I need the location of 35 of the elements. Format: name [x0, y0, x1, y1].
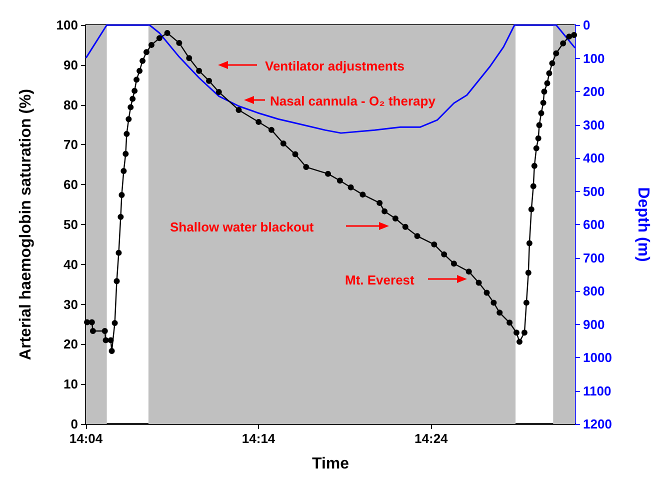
y-tick-label: 10 [64, 376, 78, 392]
y-tick-label: 60 [64, 177, 78, 192]
annotation: Nasal cannula - O₂ therapy [270, 94, 436, 108]
y-tick-label: 80 [64, 97, 78, 112]
annotation: Ventilator adjustments [265, 58, 404, 74]
y-tick-label: 20 [64, 336, 78, 352]
y2-tick-label: 1200 [583, 416, 612, 432]
annotation: Mt. Everest [345, 272, 416, 288]
y-tick-label: 70 [64, 137, 78, 152]
y-tick-label: 100 [56, 18, 78, 32]
y2-tick-label: 1100 [583, 383, 612, 398]
y2-tick-label: 600 [583, 217, 605, 232]
y2-axis-title: Depth (m) [634, 187, 652, 262]
x-tick-label: 14:24 [414, 431, 449, 446]
y-tick-label: 30 [64, 296, 78, 312]
x-tick-label: 14:04 [69, 431, 104, 446]
y2-tick-label: 0 [583, 18, 590, 32]
y2-tick-label: 200 [583, 84, 605, 99]
x-axis-title: Time [312, 456, 350, 472]
y2-tick-label: 400 [583, 150, 605, 166]
y2-tick-label: 800 [583, 284, 605, 298]
y2-tick-label: 900 [583, 316, 605, 332]
y2-tick-label: 500 [583, 184, 605, 199]
annotation: Shallow water blackout [170, 220, 314, 234]
y-tick-label: 40 [64, 256, 78, 272]
y-tick-label: 90 [64, 57, 78, 72]
y2-tick-label: 100 [583, 50, 605, 66]
y2-tick-label: 300 [583, 117, 605, 132]
y-axis-title: Arterial haemoglobin saturation (%) [18, 88, 34, 360]
line-series [85, 24, 576, 134]
y2-tick-label: 700 [583, 250, 605, 266]
y-tick-label: 0 [70, 416, 78, 432]
y-tick-label: 50 [64, 217, 78, 232]
x-tick-label: 14:14 [242, 431, 276, 446]
y2-tick-label: 1000 [583, 350, 612, 365]
